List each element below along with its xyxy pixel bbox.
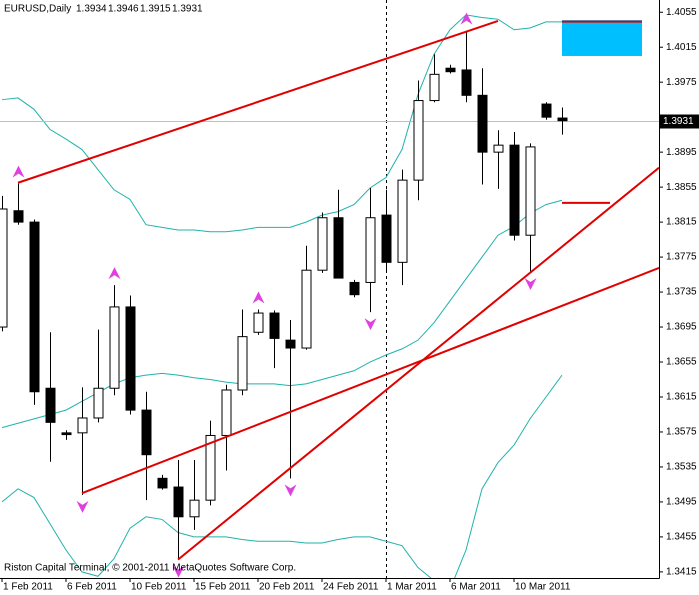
bull-body — [493, 144, 504, 153]
y-tick-label: 1.3495 — [666, 497, 697, 508]
bear-body — [141, 409, 152, 456]
bear-body — [173, 486, 184, 518]
bear-body — [157, 477, 168, 489]
y-tick-label: 1.3455 — [666, 532, 697, 543]
bear-body — [557, 117, 568, 122]
plot-area — [0, 0, 659, 578]
bear-body — [461, 69, 472, 96]
x-tick-label: 10 Feb 2011 — [131, 582, 187, 593]
trend-line — [177, 166, 659, 561]
y-tick-label: 1.4015 — [666, 42, 697, 53]
y-tick-label: 1.3855 — [666, 182, 697, 193]
fractal-down — [364, 318, 377, 331]
bear-body — [477, 94, 488, 153]
y-tick-label: 1.4055 — [666, 7, 697, 18]
fractal-up — [252, 291, 265, 304]
bear-body — [125, 306, 136, 411]
footer: Riston Capital Terminal, © 2001-2011 Met… — [4, 563, 296, 574]
y-tick-label: 1.3695 — [666, 322, 697, 333]
y-tick-label: 1.3575 — [666, 427, 697, 438]
fractal-down — [76, 500, 89, 513]
fractal-down — [524, 277, 537, 290]
x-tick-label: 6 Mar 2011 — [451, 582, 501, 593]
y-tick-label: 1.3415 — [666, 567, 697, 578]
y-tick-label: 1.3655 — [666, 357, 697, 368]
y-tick-label: 1.3735 — [666, 287, 697, 298]
bull-body — [525, 146, 536, 236]
y-tick-label: 1.3975 — [666, 77, 697, 88]
fractal-up — [460, 12, 473, 25]
rectangle-object — [562, 20, 642, 56]
fractal-down — [284, 484, 297, 497]
bear-body — [29, 221, 40, 393]
bull-body — [365, 217, 376, 283]
bull-body — [301, 269, 312, 349]
bull-body — [189, 499, 200, 518]
x-tick-label: 10 Mar 2011 — [515, 582, 571, 593]
bear-body — [13, 210, 24, 223]
bear-body — [349, 281, 360, 296]
bull-body — [317, 217, 328, 271]
ohlc-open: 1.3934 — [76, 4, 107, 15]
bear-body — [445, 67, 456, 73]
lower-band — [1, 374, 563, 578]
bear-body — [61, 432, 72, 436]
bull-body — [109, 306, 120, 389]
bull-body — [221, 389, 232, 436]
bull-body — [205, 434, 216, 501]
x-tick-label: 15 Feb 2011 — [195, 582, 251, 593]
trend-line — [17, 20, 499, 184]
bear-body — [269, 312, 280, 339]
bear-body — [509, 144, 520, 236]
current-price-label: 1.3931 — [663, 116, 694, 127]
bear-body — [541, 103, 552, 118]
trend-line — [81, 267, 659, 495]
y-tick-label: 1.3895 — [666, 147, 697, 158]
axes: 1.4055 1.4015 1.3975 1.3895 1.3855 1.3815 1.37… — [1, 7, 699, 593]
fractal-up — [12, 165, 25, 178]
bull-body — [237, 336, 248, 391]
bear-body — [285, 339, 296, 349]
bull-body — [0, 208, 8, 328]
y-tick-label: 1.3615 — [666, 392, 697, 403]
upper-band — [1, 14, 562, 233]
bull-body — [253, 312, 264, 333]
chart-title: EURUSD,Daily — [4, 4, 71, 15]
bear-body — [333, 217, 344, 279]
bull-body — [93, 387, 104, 419]
x-tick-label: 1 Mar 2011 — [387, 582, 437, 593]
ohlc-low: 1.3915 — [140, 4, 171, 15]
ohlc-high: 1.3946 — [108, 4, 139, 15]
current-price-box — [659, 114, 699, 129]
bear-body — [381, 214, 392, 263]
x-tick-label: 1 Feb 2011 — [3, 582, 53, 593]
bull-body — [413, 100, 424, 181]
bull-body — [429, 73, 440, 102]
x-tick-label: 24 Feb 2011 — [323, 582, 379, 593]
bear-body — [45, 387, 56, 423]
header: EURUSD,Daily 1.3934 1.3946 1.3915 1.3931 — [4, 4, 203, 15]
fractal-down — [172, 565, 185, 578]
ohlc-close: 1.3931 — [172, 4, 203, 15]
fractal-up — [108, 267, 121, 280]
x-tick-label: 20 Feb 2011 — [259, 582, 315, 593]
bull-body — [397, 179, 408, 263]
y-tick-label: 1.3535 — [666, 462, 697, 473]
bull-body — [77, 417, 88, 434]
x-tick-label: 6 Feb 2011 — [67, 582, 117, 593]
y-tick-label: 1.3775 — [666, 252, 697, 263]
y-tick-label: 1.3815 — [666, 217, 697, 228]
